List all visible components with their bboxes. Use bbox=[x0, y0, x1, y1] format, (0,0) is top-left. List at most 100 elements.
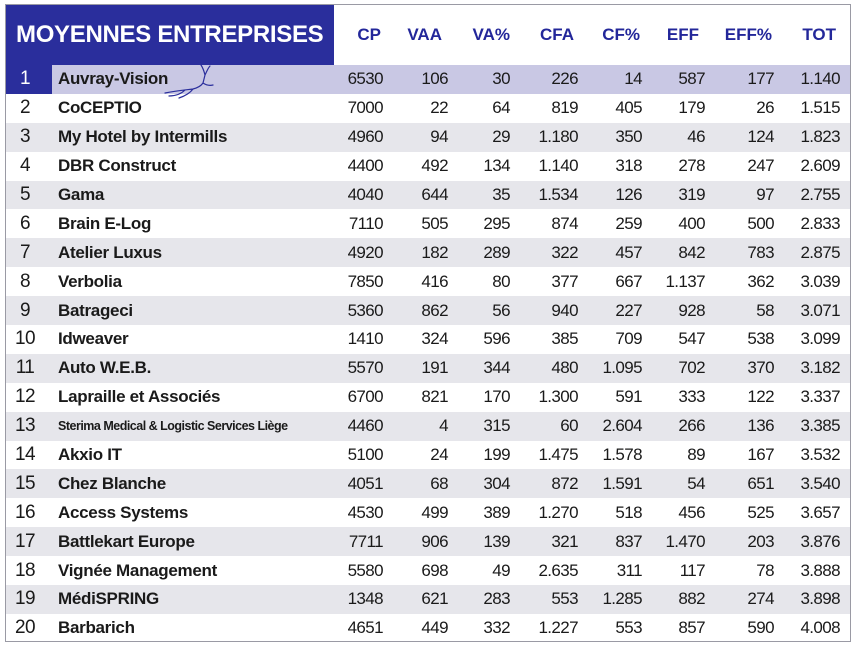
cp-cell: 4051 bbox=[334, 469, 391, 499]
cfa-cell: 1.534 bbox=[518, 180, 586, 210]
table-row: 10 Idweaver 1410 324 596 385 709 547 538 3.099 bbox=[6, 325, 850, 354]
va-pct-cell: 344 bbox=[456, 353, 518, 383]
cp-cell: 1348 bbox=[334, 585, 391, 614]
rank-cell: 7 bbox=[6, 238, 52, 268]
cf-pct-cell: 126 bbox=[586, 180, 650, 210]
rank-cell: 10 bbox=[15, 328, 36, 350]
rank-cell: 5 bbox=[6, 180, 52, 210]
vaa-cell: 862 bbox=[391, 296, 456, 326]
eff-pct-cell: 177 bbox=[713, 65, 782, 94]
vaa-cell: 449 bbox=[421, 618, 448, 638]
vaa-cell: 94 bbox=[391, 122, 456, 152]
cf-pct-cell: 1.591 bbox=[586, 469, 650, 499]
cf-pct-cell: 259 bbox=[615, 213, 642, 233]
va-pct-cell: 134 bbox=[483, 156, 510, 176]
tot-cell: 3.182 bbox=[782, 353, 850, 383]
eff-cell: 882 bbox=[650, 585, 713, 614]
table-row: 13 Sterima Medical & Logistic Services Li… bbox=[6, 411, 850, 441]
vaa-cell: 906 bbox=[391, 527, 456, 557]
cf-pct-cell: 405 bbox=[615, 98, 642, 118]
tot-cell: 3.039 bbox=[800, 271, 840, 291]
cfa-cell: 385 bbox=[551, 329, 578, 349]
eff-cell: 266 bbox=[650, 411, 713, 441]
cfa-cell: 60 bbox=[518, 411, 586, 441]
table-row: 12 Lapraille et Associés 6700 821 170 1.300 59… bbox=[6, 383, 850, 412]
tot-cell: 1.515 bbox=[800, 98, 840, 118]
eff-cell: 46 bbox=[650, 122, 713, 152]
table-row: 18 Vignée Management 5580 698 49 2.635 311 117 7… bbox=[6, 556, 850, 585]
rank-cell: 15 bbox=[6, 469, 52, 499]
eff-cell: 456 bbox=[678, 502, 705, 522]
rank-cell: 14 bbox=[15, 444, 36, 466]
eff-cell: 117 bbox=[679, 560, 706, 580]
cf-pct-cell: 2.604 bbox=[586, 411, 650, 441]
rank-cell: 11 bbox=[6, 353, 52, 383]
table-row: 20 Barbarich 4651 449 332 1.227 553 857 590 4.008 bbox=[6, 614, 850, 643]
table-row: 16 Access Systems 4530 499 389 1.270 518 456 525… bbox=[6, 498, 850, 527]
tot-cell: 2.875 bbox=[782, 238, 850, 268]
vaa-cell: 24 bbox=[430, 445, 448, 465]
cp-cell: 7850 bbox=[347, 271, 384, 291]
cfa-cell: 377 bbox=[551, 271, 578, 291]
eff-pct-cell: 370 bbox=[713, 353, 782, 383]
cfa-cell: 1.300 bbox=[538, 387, 578, 407]
cp-cell: 5360 bbox=[334, 296, 391, 326]
cf-pct-cell: 1.095 bbox=[586, 353, 650, 383]
eff-pct-cell: 362 bbox=[747, 271, 774, 291]
rank-cell: 17 bbox=[6, 527, 52, 557]
tot-cell: 3.385 bbox=[782, 411, 850, 441]
table-row: 15 Chez Blanche 4051 68 304 872 1.591 54 651 3.54… bbox=[6, 469, 850, 499]
cfa-cell: 874 bbox=[551, 213, 578, 233]
rank-cell: 19 bbox=[6, 585, 52, 614]
eff-pct-cell: 167 bbox=[747, 445, 774, 465]
va-pct-cell: 80 bbox=[492, 271, 510, 291]
eff-cell: 1.137 bbox=[665, 271, 705, 291]
column-header-cp: CP bbox=[357, 25, 381, 44]
eff-cell: 179 bbox=[678, 98, 705, 118]
eff-pct-cell: 274 bbox=[713, 585, 782, 614]
va-pct-cell: 64 bbox=[492, 98, 510, 118]
va-pct-cell: 170 bbox=[483, 387, 510, 407]
vaa-cell: 182 bbox=[391, 238, 456, 268]
cf-pct-cell: 667 bbox=[615, 271, 642, 291]
va-pct-cell: 56 bbox=[456, 296, 518, 326]
eff-cell: 278 bbox=[678, 156, 705, 176]
eff-pct-cell: 538 bbox=[747, 329, 774, 349]
va-pct-cell: 295 bbox=[483, 213, 510, 233]
cfa-cell: 321 bbox=[518, 527, 586, 557]
va-pct-cell: 315 bbox=[456, 411, 518, 441]
eff-cell: 400 bbox=[678, 213, 705, 233]
rank-cell: 9 bbox=[6, 296, 52, 326]
va-pct-cell: 596 bbox=[483, 329, 510, 349]
company-name-cell: Chez Blanche bbox=[52, 469, 334, 499]
tot-cell: 2.833 bbox=[800, 213, 840, 233]
company-name-cell: Vignée Management bbox=[58, 560, 217, 580]
company-name-cell: Batrageci bbox=[52, 296, 334, 326]
table-row: 7 Atelier Luxus 4920 182 289 322 457 842 783 2.87… bbox=[6, 238, 850, 268]
table-row: 14 Akxio IT 5100 24 199 1.475 1.578 89 167 3.532 bbox=[6, 441, 850, 470]
tot-cell: 3.099 bbox=[800, 329, 840, 349]
cfa-cell: 480 bbox=[518, 353, 586, 383]
column-header-cfa: CFA bbox=[540, 25, 574, 44]
eff-cell: 587 bbox=[650, 65, 713, 94]
cp-cell: 7000 bbox=[347, 98, 384, 118]
cf-pct-cell: 227 bbox=[586, 296, 650, 326]
cfa-cell: 1.227 bbox=[538, 618, 578, 638]
tot-cell: 3.888 bbox=[800, 560, 840, 580]
company-name-cell: Gama bbox=[52, 180, 334, 210]
column-header-vaa: VAA bbox=[407, 25, 442, 44]
vaa-cell: 191 bbox=[391, 353, 456, 383]
table-row: 2 CoCEPTIO 7000 22 64 819 405 179 26 1.515 bbox=[6, 94, 850, 123]
va-pct-cell: 30 bbox=[456, 65, 518, 94]
vaa-cell: 22 bbox=[430, 98, 448, 118]
company-name-cell: MédiSPRING bbox=[52, 585, 334, 614]
table-row: 19 MédiSPRING 1348 621 283 553 1.285 882 274 3.89… bbox=[6, 585, 850, 614]
tot-cell: 1.823 bbox=[782, 122, 850, 152]
tot-cell: 3.540 bbox=[782, 469, 850, 499]
table-row: 17 Battlekart Europe 7711 906 139 321 837 1.470… bbox=[6, 527, 850, 557]
table-row: 5 Gama 4040 644 35 1.534 126 319 97 2.755 bbox=[6, 180, 850, 210]
cfa-cell: 1.140 bbox=[538, 156, 578, 176]
eff-pct-cell: 590 bbox=[747, 618, 774, 638]
eff-pct-cell: 500 bbox=[747, 213, 774, 233]
rank-cell: 4 bbox=[20, 155, 31, 177]
